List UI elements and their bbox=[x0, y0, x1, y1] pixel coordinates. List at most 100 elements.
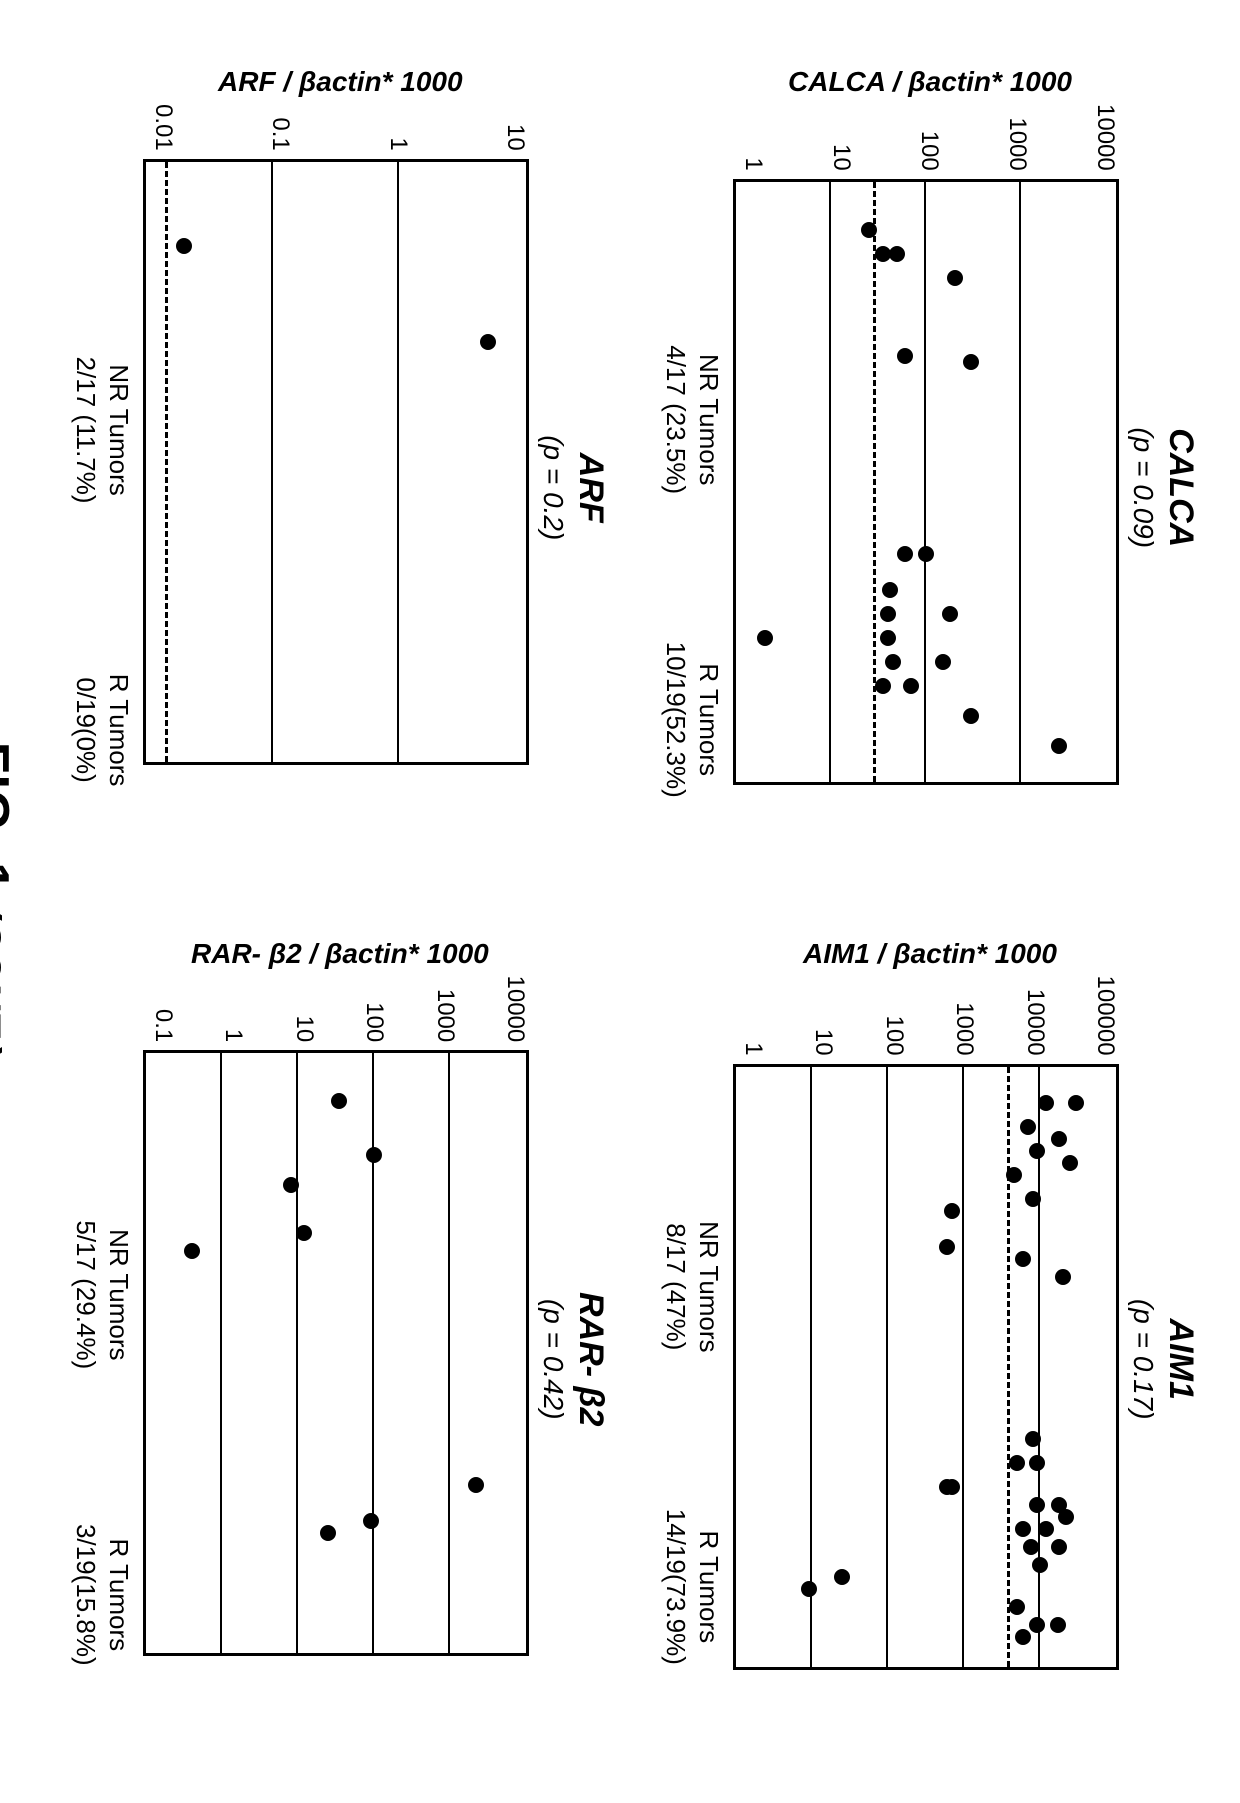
plot-area bbox=[733, 1064, 1119, 1670]
panel-aim1: AIM1 / βactin* 1000AIM1(p = 0.17) 100000 1… bbox=[660, 932, 1200, 1744]
group-label-line2: 0/19(0%) bbox=[70, 674, 103, 787]
y-tick-label: 1 bbox=[384, 137, 412, 150]
chart-title: CALCA bbox=[1161, 104, 1200, 872]
data-point bbox=[1009, 1599, 1025, 1615]
group-label-line1: NR Tumors bbox=[693, 345, 726, 494]
data-point bbox=[918, 546, 934, 562]
data-point bbox=[1062, 1155, 1078, 1171]
threshold-line bbox=[165, 162, 168, 762]
data-point bbox=[1029, 1497, 1045, 1513]
gridline bbox=[397, 162, 399, 762]
group-label: R Tumors3/19(15.8%) bbox=[70, 1524, 135, 1666]
data-point bbox=[801, 1581, 817, 1597]
group-label: NR Tumors2/17 (11.7%) bbox=[70, 357, 135, 504]
y-axis-label: AIM1 / βactin* 1000 bbox=[660, 932, 1200, 976]
y-tick-label: 1000 bbox=[431, 989, 459, 1042]
y-ticks: 10000 1000 100 10 1 0.1 bbox=[149, 976, 529, 1051]
y-ticks: 1010.10.01 bbox=[149, 104, 529, 159]
y-tick-label: 100 bbox=[915, 131, 943, 171]
x-labels: NR Tumors2/17 (11.7%) R Tumors0/19(0%) bbox=[70, 272, 135, 872]
data-point bbox=[1038, 1521, 1054, 1537]
y-tick-label: 10 bbox=[809, 1029, 837, 1056]
threshold-line bbox=[1007, 1067, 1010, 1667]
data-point bbox=[363, 1513, 379, 1529]
data-point bbox=[875, 678, 891, 694]
p-value: (p = 0.09) bbox=[1127, 104, 1159, 872]
group-label: R Tumors10/19(52.3%) bbox=[660, 642, 725, 798]
data-point bbox=[885, 654, 901, 670]
group-label: R Tumors0/19(0%) bbox=[70, 674, 135, 787]
data-point bbox=[903, 678, 919, 694]
data-point bbox=[1029, 1455, 1045, 1471]
data-point bbox=[1020, 1119, 1036, 1135]
gridline bbox=[962, 1067, 964, 1667]
p-value: (p = 0.42) bbox=[537, 976, 569, 1744]
gridline bbox=[220, 1053, 222, 1653]
y-tick-label: 10000 bbox=[1091, 104, 1119, 171]
data-point bbox=[1023, 1539, 1039, 1555]
p-value: (p = 0.2) bbox=[537, 104, 569, 872]
figure-caption-main: FIG. 1 bbox=[0, 742, 19, 892]
group-label-line1: NR Tumors bbox=[103, 1220, 136, 1369]
figure-caption-sub: (CONT.) bbox=[0, 908, 8, 1062]
y-tick-label: 100 bbox=[880, 1016, 908, 1056]
y-ticks: 100001000100101 bbox=[739, 104, 1119, 179]
panel-calca: CALCA / βactin* 1000CALCA(p = 0.09) 10000… bbox=[660, 60, 1200, 872]
group-label-line2: 10/19(52.3%) bbox=[660, 642, 693, 798]
group-label-line2: 3/19(15.8%) bbox=[70, 1524, 103, 1666]
y-tick-label: 10 bbox=[290, 1016, 318, 1043]
y-tick-label: 1 bbox=[739, 1042, 767, 1055]
data-point bbox=[1051, 1131, 1067, 1147]
plot-area bbox=[143, 1050, 529, 1656]
y-axis-label: ARF / βactin* 1000 bbox=[70, 60, 610, 104]
y-tick-label: 1000 bbox=[950, 1002, 978, 1055]
y-tick-label: 100000 bbox=[1091, 976, 1119, 1056]
data-point bbox=[184, 1243, 200, 1259]
data-point bbox=[963, 708, 979, 724]
data-point bbox=[1032, 1557, 1048, 1573]
data-point bbox=[834, 1569, 850, 1585]
gridline bbox=[1019, 182, 1021, 782]
data-point bbox=[296, 1225, 312, 1241]
data-point bbox=[1029, 1617, 1045, 1633]
group-label-line1: NR Tumors bbox=[103, 357, 136, 504]
data-point bbox=[897, 348, 913, 364]
data-point bbox=[935, 654, 951, 670]
gridline bbox=[271, 162, 273, 762]
data-point bbox=[939, 1239, 955, 1255]
data-point bbox=[283, 1177, 299, 1193]
x-labels: NR Tumors5/17 (29.4%) R Tumors3/19(15.8%) bbox=[70, 1143, 135, 1743]
y-tick-label: 100 bbox=[360, 1002, 388, 1042]
group-label: R Tumors14/19(73.9%) bbox=[660, 1509, 725, 1665]
data-point bbox=[1038, 1095, 1054, 1111]
data-point bbox=[176, 238, 192, 254]
y-tick-label: 1000 bbox=[1003, 117, 1031, 170]
y-tick-label: 10 bbox=[827, 144, 855, 171]
chart-title: AIM1 bbox=[1161, 976, 1200, 1744]
y-tick-label: 1 bbox=[219, 1029, 247, 1042]
y-tick-label: 0.1 bbox=[149, 1009, 177, 1042]
data-point bbox=[939, 1479, 955, 1495]
data-point bbox=[1015, 1521, 1031, 1537]
data-point bbox=[1009, 1455, 1025, 1471]
data-point bbox=[1025, 1191, 1041, 1207]
y-tick-label: 10000 bbox=[501, 976, 529, 1043]
data-point bbox=[947, 270, 963, 286]
gridline bbox=[810, 1067, 812, 1667]
gridline bbox=[829, 182, 831, 782]
data-point bbox=[1051, 738, 1067, 754]
y-axis-label: CALCA / βactin* 1000 bbox=[660, 60, 1200, 104]
data-point bbox=[1025, 1431, 1041, 1447]
group-label-line2: 8/17 (47%) bbox=[660, 1221, 693, 1352]
data-point bbox=[882, 582, 898, 598]
y-axis-label: RAR- β2 / βactin* 1000 bbox=[70, 932, 610, 976]
p-value: (p = 0.17) bbox=[1127, 976, 1159, 1744]
plot-area bbox=[143, 159, 529, 765]
y-tick-label: 0.01 bbox=[149, 104, 177, 151]
group-label-line1: R Tumors bbox=[103, 674, 136, 787]
data-point bbox=[942, 606, 958, 622]
data-point bbox=[875, 246, 891, 262]
data-point bbox=[944, 1203, 960, 1219]
group-label: NR Tumors5/17 (29.4%) bbox=[70, 1220, 135, 1369]
data-point bbox=[861, 222, 877, 238]
